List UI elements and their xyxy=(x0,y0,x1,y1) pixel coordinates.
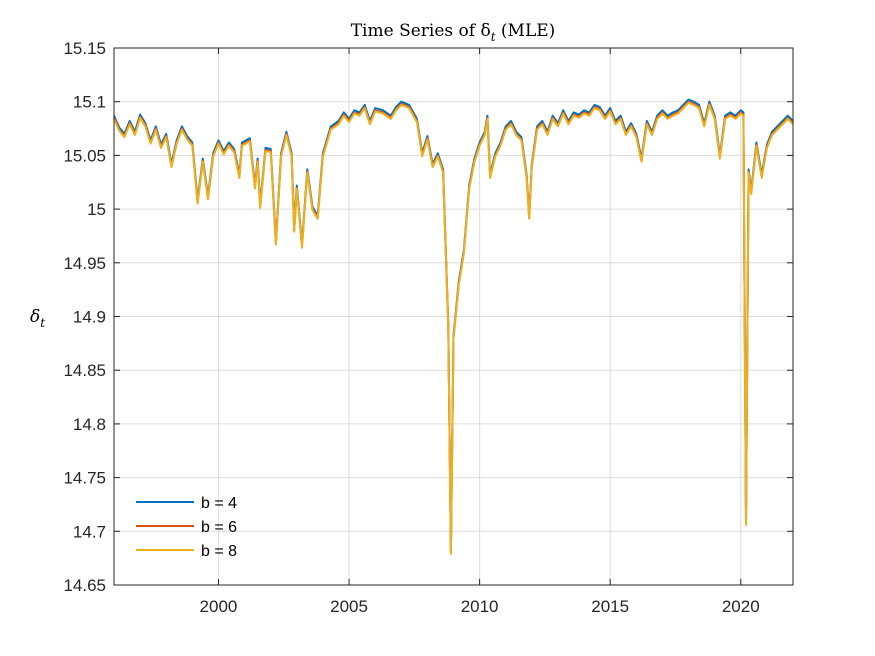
x-tick-label: 2020 xyxy=(722,597,760,616)
y-axis-label: δt xyxy=(30,307,45,330)
y-tick-label: 14.7 xyxy=(73,522,106,541)
chart-title: Time Series of δt (MLE) xyxy=(351,21,556,44)
y-tick-label: 14.85 xyxy=(63,361,106,380)
legend-label: b = 4 xyxy=(201,495,237,512)
x-tick-label: 2010 xyxy=(461,597,499,616)
y-tick-label: 15.05 xyxy=(63,146,106,165)
legend-label: b = 6 xyxy=(201,519,237,536)
tick-layer: 2000 2005 2010 2015 2020 14.65 14.7 14.75 14.8 14… xyxy=(63,39,793,616)
x-tick-label: 2005 xyxy=(330,597,368,616)
y-tick-label: 14.65 xyxy=(63,576,106,595)
x-tick-label: 2015 xyxy=(591,597,629,616)
y-tick-label: 15 xyxy=(87,200,106,219)
series-layer xyxy=(113,98,794,555)
y-tick-label: 14.8 xyxy=(73,415,106,434)
y-tick-label: 14.9 xyxy=(73,308,106,327)
legend-label: b = 8 xyxy=(201,543,237,560)
y-tick-label: 15.15 xyxy=(63,39,106,58)
y-tick-label: 14.75 xyxy=(63,469,106,488)
y-tick-label: 14.95 xyxy=(63,254,106,273)
x-tick-label: 2000 xyxy=(200,597,238,616)
series-line-b8 xyxy=(113,101,794,555)
y-tick-label: 15.1 xyxy=(73,93,106,112)
legend: b = 4 b = 6 b = 8 xyxy=(136,495,237,560)
